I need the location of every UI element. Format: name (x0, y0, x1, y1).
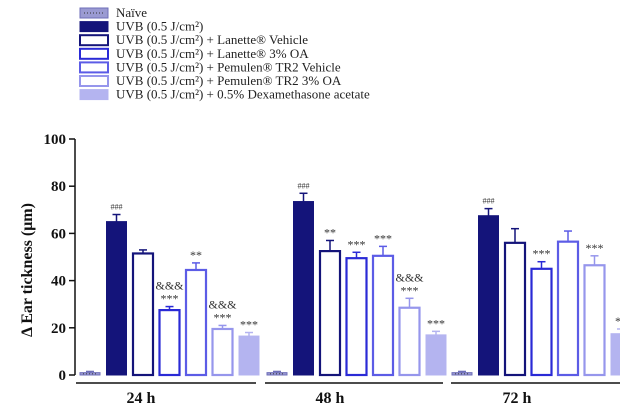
significance-marker: *** (374, 231, 392, 245)
legend-label: UVB (0.5 J/cm²) + Lanette® Vehicle (116, 32, 308, 47)
legend-swatch (79, 89, 109, 101)
y-tick-label: 0 (59, 368, 67, 384)
bar (503, 241, 527, 377)
significance-marker: &&& (395, 270, 424, 284)
bar (556, 240, 580, 377)
bar (398, 306, 421, 377)
bar (478, 215, 499, 376)
significance-marker: ### (483, 197, 495, 206)
y-tick-label: 20 (51, 321, 66, 337)
significance-marker: *** (586, 241, 604, 255)
y-tick-label: 60 (51, 226, 66, 242)
bar (610, 333, 620, 376)
y-axis-title: Δ Ear tickness (μm) (19, 203, 36, 337)
legend-swatch (79, 34, 109, 47)
legend-label: UVB (0.5 J/cm²) + 0.5% Dexamethasone ace… (116, 87, 370, 102)
significance-marker: *** (161, 292, 179, 306)
bar (106, 221, 127, 376)
significance-marker: ### (111, 203, 123, 212)
significance-marker: *** (427, 316, 445, 330)
legend-label: Naïve (116, 5, 147, 20)
bar (158, 309, 181, 377)
bar (211, 327, 234, 377)
legend-label: UVB (0.5 J/cm²) (116, 19, 203, 34)
significance-marker: &&& (155, 279, 184, 293)
significance-marker: *** (348, 237, 366, 251)
significance-marker: &&& (208, 297, 237, 311)
significance-marker: ** (324, 225, 336, 239)
bar (293, 201, 314, 376)
legend-swatch (79, 21, 109, 33)
x-group-label: 48 h (316, 390, 345, 407)
bars (79, 192, 620, 377)
bar (131, 252, 155, 377)
significance-marker: *** (533, 247, 551, 261)
significance-annotations: ###***&&&*****&&&***###***** ******&&&***… (111, 181, 620, 331)
significance-marker: ### (298, 181, 310, 190)
y-axis: 0 20 40 60 80 100 (44, 132, 76, 384)
bar (238, 335, 260, 376)
legend-label: UVB (0.5 J/cm²) + Lanette® 3% OA (116, 46, 309, 61)
y-tick-label: 80 (51, 179, 66, 195)
x-axis: 24 h 48 h 72 h (76, 382, 620, 407)
legend-swatch (79, 47, 109, 60)
y-tick-label: 100 (44, 132, 67, 148)
bar (583, 264, 606, 377)
bar (345, 257, 368, 377)
bar (318, 250, 342, 377)
y-tick-label: 40 (51, 274, 66, 290)
legend-label: UVB (0.5 J/cm²) + Pemulen® TR2 Vehicle (116, 59, 341, 74)
x-group-label: 24 h (127, 390, 156, 407)
bar (184, 268, 208, 377)
significance-marker: ** (615, 314, 620, 328)
significance-marker: *** (214, 310, 232, 324)
bar (371, 254, 395, 377)
legend-swatch (79, 75, 109, 87)
x-group-label: 72 h (503, 390, 532, 407)
significance-marker: ** (190, 248, 202, 262)
legend-swatch (79, 61, 109, 74)
legend-label: UVB (0.5 J/cm²) + Pemulen® TR2 3% OA (116, 73, 342, 88)
bar (530, 267, 553, 377)
bar (425, 334, 447, 376)
significance-marker: *** (240, 318, 258, 332)
significance-marker: *** (401, 283, 419, 297)
